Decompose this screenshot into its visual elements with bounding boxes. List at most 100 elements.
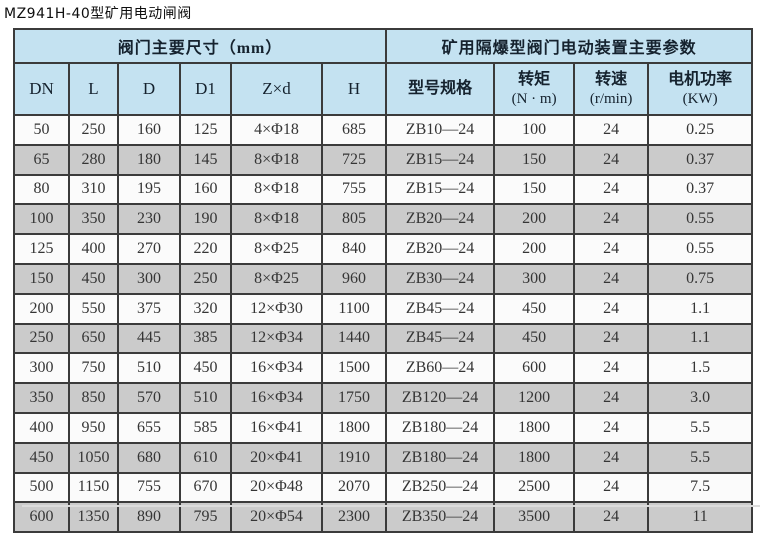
table-cell: 1200	[493, 382, 576, 414]
column-header-label: Z×d	[262, 79, 291, 99]
table-cell: 670	[179, 471, 232, 504]
column-header: Z×d	[230, 62, 323, 116]
column-header-label: L	[88, 79, 99, 99]
table-cell: 610	[179, 441, 232, 474]
table-row: 100 350 230 190 8×Φ18 805 ZB20—24 200 24 0.55	[13, 203, 754, 236]
table-cell: 125	[13, 233, 70, 265]
column-header-label: 型号规格	[408, 80, 473, 97]
table-row: 350 850 570 510 16×Φ34 1750 ZB120—24 1200 24 3.0	[13, 382, 754, 414]
table-cell: 16×Φ41	[230, 411, 323, 444]
column-header-label: 转矩	[518, 71, 551, 88]
column-header: D	[117, 62, 181, 116]
table-cell: 150	[13, 262, 70, 295]
table-cell: 12×Φ34	[230, 322, 323, 355]
table-row: 80 310 195 160 8×Φ18 755 ZB15—24 150 24 0.37	[13, 173, 754, 206]
table-cell: 2070	[320, 471, 388, 504]
table-cell: 24	[573, 233, 650, 265]
table-cell: 0.55	[647, 233, 754, 265]
table-cell: 400	[68, 233, 119, 265]
table-cell: 200	[493, 233, 576, 265]
column-header-label: DN	[29, 79, 54, 99]
column-header: H	[320, 62, 388, 116]
table-cell: 195	[117, 173, 181, 206]
table-cell: 24	[573, 114, 650, 146]
table-cell: 1910	[320, 441, 388, 474]
group-header-row: 阀门主要尺寸（mm） 矿用隔爆型阀门电动装置主要参数	[12, 28, 754, 64]
table-cell: 24	[573, 292, 650, 325]
table-cell: ZB60—24	[385, 352, 496, 385]
table-row: 125 400 270 220 8×Φ25 840 ZB20—24 200 24 0.55	[13, 233, 754, 265]
table-cell: 1500	[320, 352, 388, 385]
table-cell: 1440	[320, 322, 388, 355]
table-cell: 8×Φ25	[230, 233, 323, 265]
table-cell: ZB15—24	[385, 173, 496, 206]
table-cell: 750	[68, 352, 119, 385]
column-header: 电机功率 (KW)	[647, 62, 754, 116]
page-title: MZ941H-40型矿用电动闸阀	[4, 6, 192, 22]
table-cell: 160	[117, 114, 181, 146]
table-cell: 250	[68, 114, 119, 146]
table-cell: ZB180—24	[385, 441, 496, 474]
table-cell: 300	[13, 352, 70, 385]
table-header: 阀门主要尺寸（mm） 矿用隔爆型阀门电动装置主要参数 DN L D D1 Z×d H 型号规…	[12, 28, 754, 116]
table-cell: 8×Φ25	[230, 262, 323, 295]
table-cell: ZB30—24	[385, 262, 496, 295]
table-cell: 600	[493, 352, 576, 385]
table-cell: 840	[320, 233, 388, 265]
column-header: D1	[179, 62, 232, 116]
table-cell: ZB120—24	[385, 382, 496, 414]
table-cell: 350	[68, 203, 119, 236]
table-cell: 300	[117, 262, 181, 295]
table-cell: 960	[320, 262, 388, 295]
table-cell: 450	[493, 292, 576, 325]
valve-spec-table: 阀门主要尺寸（mm） 矿用隔爆型阀门电动装置主要参数 DN L D D1 Z×d H 型号规…	[12, 28, 754, 533]
table-row: 200 550 375 320 12×Φ30 1100 ZB45—24 450 24 1.1	[13, 292, 754, 325]
table-cell: 8×Φ18	[230, 143, 323, 176]
table-cell: 5.5	[647, 411, 754, 444]
table-cell: 755	[117, 471, 181, 504]
table-cell: 24	[573, 143, 650, 176]
table-cell: 550	[68, 292, 119, 325]
column-header-label: H	[347, 79, 361, 99]
column-header-unit: (N · m)	[511, 91, 557, 107]
column-header: L	[68, 62, 119, 116]
table-cell: 4×Φ18	[230, 114, 323, 146]
table-cell: 150	[493, 173, 576, 206]
table-cell: 1750	[320, 382, 388, 414]
column-header-label: D	[142, 79, 156, 99]
table-cell: 145	[179, 143, 232, 176]
table-cell: 570	[117, 382, 181, 414]
table-cell: 250	[13, 322, 70, 355]
table-cell: 755	[320, 173, 388, 206]
table-cell: 1800	[493, 411, 576, 444]
table-row: 450 1050 680 610 20×Φ41 1910 ZB180—24 1800 24 5.5	[13, 441, 754, 474]
table-cell: ZB45—24	[385, 322, 496, 355]
table-cell: 680	[117, 441, 181, 474]
table-cell: ZB45—24	[385, 292, 496, 325]
table-cell: 16×Φ34	[230, 382, 323, 414]
table-cell: ZB15—24	[385, 143, 496, 176]
table-row: 500 1150 755 670 20×Φ48 2070 ZB250—24 2500 24 7.5	[13, 471, 754, 504]
table-cell: 0.75	[647, 262, 754, 295]
table-cell: 200	[13, 292, 70, 325]
table-cell: 7.5	[647, 471, 754, 504]
table-cell: 0.25	[647, 114, 754, 146]
table-cell: 0.37	[647, 143, 754, 176]
table-cell: 2500	[493, 471, 576, 504]
table-row: 300 750 510 450 16×Φ34 1500 ZB60—24 600 24 1.5	[13, 352, 754, 385]
table-cell: 24	[573, 441, 650, 474]
table-cell: 24	[573, 262, 650, 295]
group-header-actuator-params: 矿用隔爆型阀门电动装置主要参数	[385, 28, 754, 64]
table-cell: 20×Φ41	[230, 441, 323, 474]
table-cell: 950	[68, 411, 119, 444]
table-cell: 1.1	[647, 292, 754, 325]
table-cell: 350	[13, 382, 70, 414]
column-header: 转矩 (N · m)	[493, 62, 576, 116]
table-cell: 650	[68, 322, 119, 355]
table-cell: 100	[493, 114, 576, 146]
table-cell: ZB180—24	[385, 411, 496, 444]
group-header-valve-dimensions: 阀门主要尺寸（mm）	[12, 28, 388, 64]
table-cell: 385	[179, 322, 232, 355]
table-cell: 1800	[320, 411, 388, 444]
column-header-unit: (KW)	[682, 91, 718, 107]
